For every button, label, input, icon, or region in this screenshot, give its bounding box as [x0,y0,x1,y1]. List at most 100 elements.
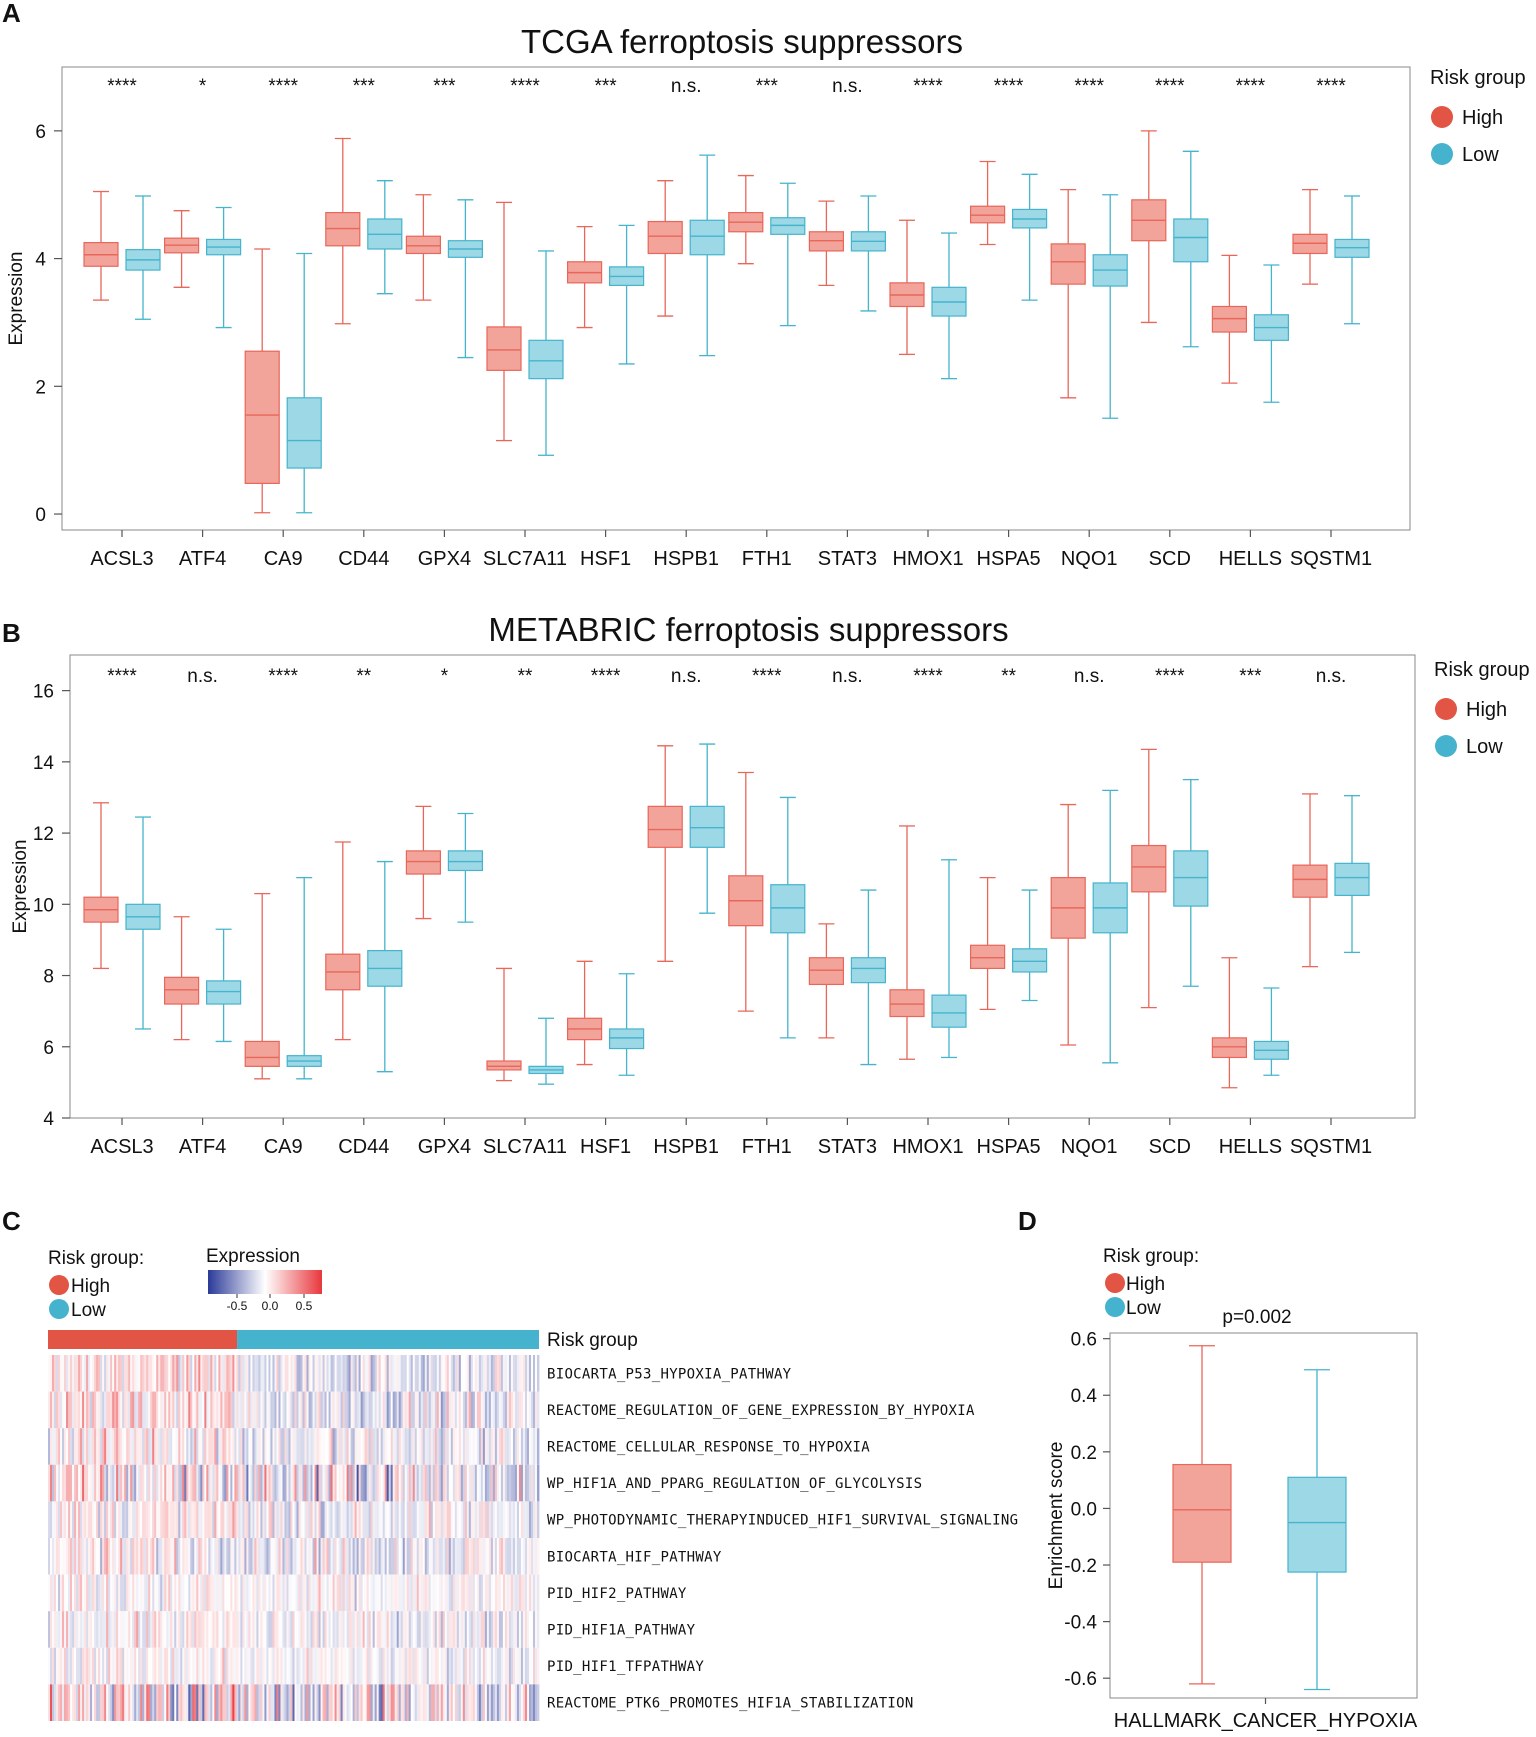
heatmap-cell [426,1574,430,1612]
panel-b-significance-cd44: ** [356,666,371,687]
heatmap-cell [126,1538,129,1575]
heatmap-cell [178,1501,181,1538]
heatmap-cell [316,1428,319,1465]
heatmap-cell [196,1611,199,1648]
heatmap-cell [512,1647,516,1685]
heatmap-cell [104,1501,107,1538]
heatmap-cell [442,1574,446,1612]
heatmap-cell [462,1538,466,1575]
heatmap-cell [530,1684,534,1721]
heatmap-cell [372,1611,376,1648]
heatmap-cell [50,1464,53,1502]
heatmap-cell [120,1391,123,1429]
panel-c-row-label: WP_PHOTODYNAMIC_THERAPYINDUCED_HIF1_SURV… [547,1513,1018,1529]
heatmap-cell [146,1355,149,1392]
heatmap-cell [204,1611,207,1648]
heatmap-cell [448,1464,452,1502]
heatmap-cell [468,1611,472,1648]
heatmap-cell [512,1538,516,1575]
heatmap-cell [494,1391,498,1429]
heatmap-cell [432,1501,436,1538]
heatmap-cell [456,1684,460,1721]
heatmap-cell [450,1574,454,1612]
heatmap-cell [150,1611,153,1648]
heatmap-cell [424,1428,428,1465]
heatmap-cell [180,1684,183,1721]
panel-a-box-nqo1-low [1092,194,1128,419]
heatmap-cell [134,1428,137,1465]
heatmap-cell [218,1391,221,1429]
heatmap-cell [82,1538,85,1575]
heatmap-cell [526,1391,530,1429]
heatmap-cell [466,1355,470,1392]
heatmap-cell [214,1611,217,1648]
heatmap-cell [240,1647,243,1685]
heatmap-cell [436,1684,440,1721]
heatmap-cell [74,1428,77,1465]
heatmap-cell [228,1355,231,1392]
heatmap-cell [426,1428,430,1465]
heatmap-cell [258,1428,261,1465]
heatmap-cell [128,1464,131,1502]
heatmap-cell [88,1501,91,1538]
heatmap-cell [296,1538,299,1575]
heatmap-cell [376,1611,380,1648]
heatmap-cell [328,1428,331,1465]
heatmap-cell [52,1611,55,1648]
heatmap-cell [336,1574,339,1612]
heatmap-cell [502,1501,506,1538]
heatmap-cell [506,1391,510,1429]
panel-a-significance-nqo1: **** [1074,76,1104,97]
heatmap-cell [456,1464,460,1502]
heatmap-cell [78,1538,81,1575]
heatmap-cell [492,1611,496,1648]
heatmap-cell [458,1355,462,1392]
heatmap-cell [534,1428,538,1465]
heatmap-cell [424,1501,428,1538]
heatmap-cell [136,1684,139,1721]
heatmap-cell [524,1611,528,1648]
heatmap-cell [518,1501,522,1538]
heatmap-cell [120,1428,123,1465]
heatmap-cell [336,1647,339,1685]
heatmap-cell [174,1428,177,1465]
heatmap-cell [118,1647,121,1685]
heatmap-cell [180,1355,183,1392]
heatmap-cell [248,1647,251,1685]
heatmap-cell [308,1684,311,1721]
heatmap-cell [90,1647,93,1685]
heatmap-cell [218,1684,221,1721]
heatmap-cell [314,1464,317,1502]
heatmap-cell [246,1538,249,1575]
heatmap-cell [218,1574,221,1612]
heatmap-cell [436,1611,440,1648]
panel-a-xtick-label-hspb1: HSPB1 [653,548,719,570]
heatmap-cell [86,1501,89,1538]
heatmap-cell [252,1574,255,1612]
heatmap-cell [146,1464,149,1502]
heatmap-cell [198,1538,201,1575]
heatmap-cell [388,1391,392,1429]
heatmap-cell [396,1574,400,1612]
heatmap-cell [156,1538,159,1575]
heatmap-cell [426,1611,430,1648]
heatmap-row [48,1647,540,1685]
heatmap-cell [350,1391,354,1429]
heatmap-cell [458,1538,462,1575]
heatmap-cell [288,1501,291,1538]
heatmap-cell [404,1428,408,1465]
heatmap-cell [104,1428,107,1465]
heatmap-cell [458,1391,462,1429]
heatmap-cell [304,1464,307,1502]
heatmap-cell [322,1391,325,1429]
heatmap-cell [360,1355,364,1392]
heatmap-cell [112,1464,115,1502]
heatmap-cell [322,1574,325,1612]
heatmap-cell [504,1647,508,1685]
heatmap-cell [364,1574,368,1612]
heatmap-cell [468,1684,472,1721]
heatmap-cell [152,1574,155,1612]
heatmap-cell [304,1391,307,1429]
heatmap-cell [294,1647,297,1685]
heatmap-cell [138,1538,141,1575]
